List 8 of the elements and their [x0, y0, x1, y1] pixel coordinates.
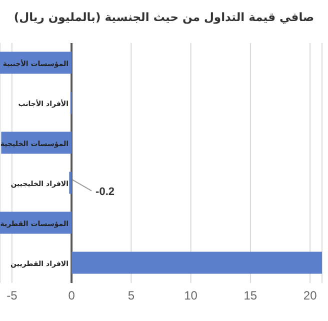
data-label: -0.2 [96, 186, 115, 198]
chart-title: صافي قيمة التداول من حيث الجنسية (بالمليون ريال) [12, 8, 316, 26]
x-tick-label: -5 [6, 288, 18, 303]
x-tick-label: 10 [184, 288, 198, 303]
x-tick-label: 15 [244, 288, 258, 303]
x-tick-label: 0 [68, 288, 76, 303]
x-tick-label: 5 [128, 288, 135, 303]
x-tick-label: 20 [303, 288, 318, 303]
